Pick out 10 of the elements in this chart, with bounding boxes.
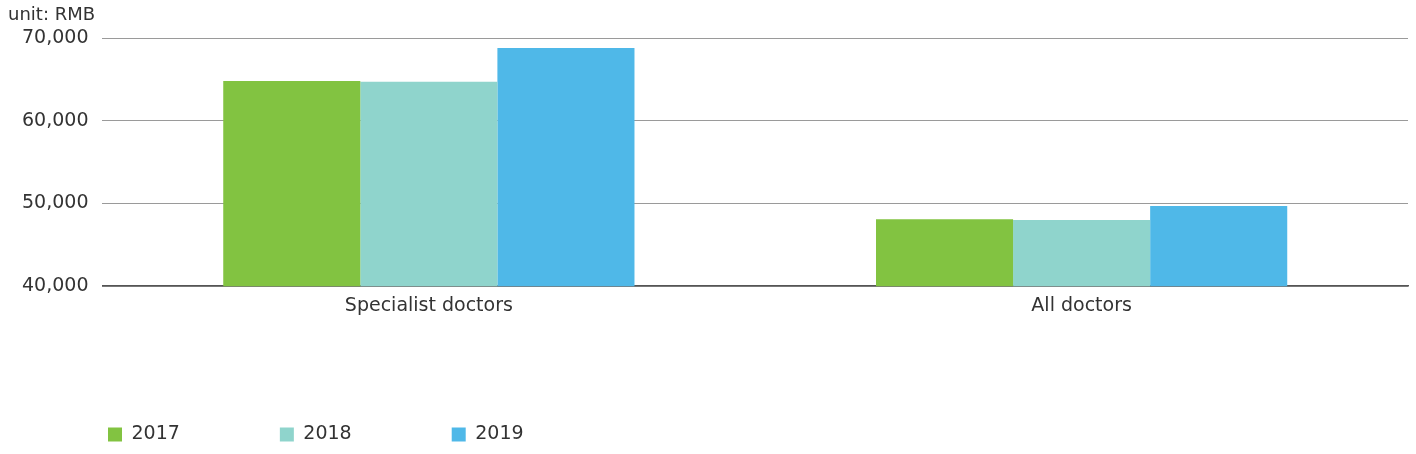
x-tick-label: All doctors [1031,292,1132,315]
x-tick-label: Specialist doctors [344,292,513,315]
legend-label: 2017 [131,421,180,444]
legend-label: 2018 [303,421,352,444]
y-tick-label: 60,000 [22,107,89,130]
y-axis-title: unit: RMB [8,2,96,24]
y-tick-label: 70,000 [22,24,89,47]
y-tick-label: 40,000 [22,273,89,296]
y-tick-label: 50,000 [22,190,89,213]
legend-label: 2019 [475,421,524,444]
